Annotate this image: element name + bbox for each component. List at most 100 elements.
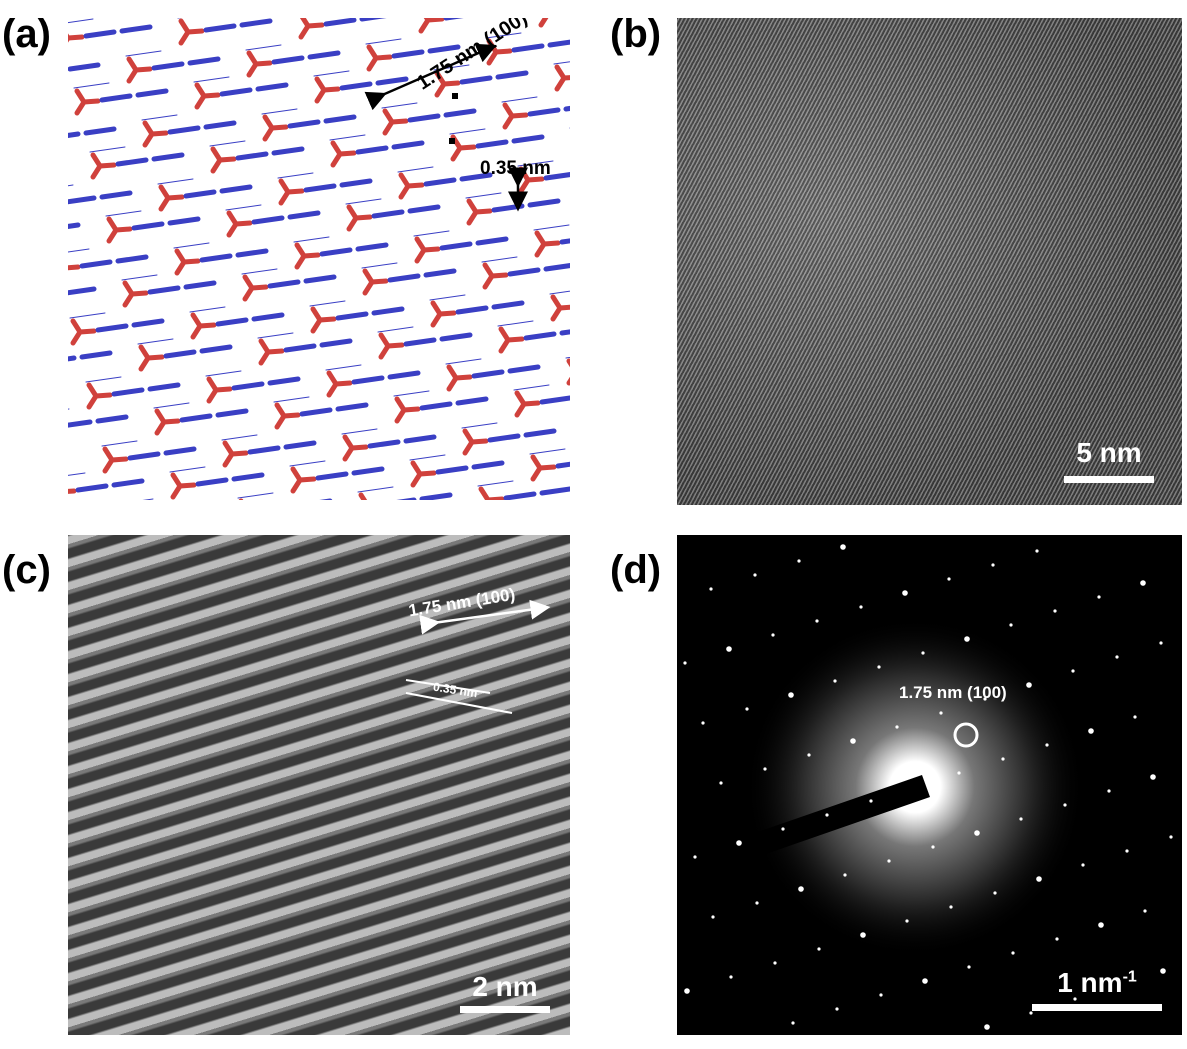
- linker: [135, 88, 169, 98]
- diffraction-spot: [1107, 789, 1111, 793]
- linker: [83, 29, 117, 39]
- linker: [199, 344, 233, 354]
- node: [70, 329, 83, 346]
- linker: [351, 375, 385, 385]
- node: [86, 393, 99, 410]
- linker: [79, 350, 113, 360]
- linker: [68, 355, 77, 362]
- linker: [95, 414, 129, 424]
- beam-stopper: [677, 775, 930, 885]
- linker: [95, 323, 129, 333]
- linker: [507, 364, 541, 374]
- linker-bond: [89, 146, 126, 153]
- linker-bond: [68, 18, 94, 24]
- linker: [167, 216, 201, 226]
- node: [530, 465, 543, 482]
- linker: [543, 263, 570, 272]
- linker-bond: [313, 70, 350, 77]
- node: [482, 273, 495, 290]
- linker: [359, 18, 387, 22]
- linker: [299, 407, 333, 417]
- diffraction-spot: [693, 855, 697, 859]
- scale-bar: [1032, 1004, 1162, 1011]
- linker: [163, 446, 197, 456]
- period-arrow: [364, 43, 497, 111]
- linker: [247, 445, 281, 455]
- linker-bond: [141, 114, 178, 121]
- node: [330, 151, 343, 168]
- linker: [323, 18, 357, 27]
- diffraction-spot: [921, 651, 925, 655]
- linker: [335, 311, 369, 321]
- diffraction-spot: [850, 738, 856, 744]
- linker-bond: [237, 492, 274, 499]
- diffraction-spot: [781, 827, 785, 831]
- linker: [303, 274, 337, 284]
- linker-bond: [189, 306, 226, 313]
- diffraction-spot: [1088, 728, 1094, 734]
- linker-bond: [377, 326, 414, 333]
- linker: [355, 145, 389, 155]
- linker: [503, 491, 537, 500]
- diffraction-spot: [879, 993, 883, 997]
- diffraction-spot: [840, 544, 846, 550]
- linker-bond: [549, 290, 570, 295]
- diffraction-spot: [1125, 849, 1129, 853]
- linker: [527, 198, 561, 208]
- node: [502, 113, 515, 130]
- linker-bond: [397, 166, 434, 173]
- diffraction-spot: [1117, 983, 1121, 987]
- linker: [163, 349, 197, 359]
- linker: [231, 381, 265, 391]
- node: [126, 67, 139, 84]
- linker-bond: [101, 440, 138, 447]
- panel-a-label: (a): [2, 12, 51, 56]
- diffraction-spot: [1140, 580, 1146, 586]
- linker: [179, 413, 213, 423]
- diffraction-spot: [887, 859, 891, 863]
- diffraction-spot: [1143, 909, 1147, 913]
- linker: [371, 209, 405, 219]
- diffraction-spot: [736, 840, 742, 846]
- node: [262, 125, 275, 142]
- linker: [235, 151, 269, 161]
- diffraction-spot: [798, 886, 804, 892]
- linker-bond: [445, 358, 482, 365]
- linker: [319, 338, 353, 348]
- linker: [303, 183, 337, 193]
- linker: [523, 428, 557, 438]
- linker: [187, 56, 221, 66]
- linker: [419, 492, 453, 500]
- node: [154, 419, 167, 436]
- node: [418, 18, 431, 34]
- diffraction-spot: [1133, 715, 1137, 719]
- diffraction-spot: [788, 692, 794, 698]
- node: [398, 183, 411, 200]
- node: [446, 375, 459, 392]
- diffraction-spot: [807, 753, 811, 757]
- structure-model-panel: 1.75 nm (100) 0.35 nm: [68, 18, 570, 500]
- linker-bond: [209, 140, 246, 147]
- linker: [68, 286, 97, 296]
- linker: [119, 24, 153, 34]
- diffraction-spot: [797, 559, 801, 563]
- linker: [147, 382, 181, 392]
- diffraction-spot: [869, 799, 873, 803]
- linker: [151, 61, 185, 71]
- stack-line-top: [405, 679, 491, 694]
- diffraction-spot: [771, 633, 775, 637]
- linker: [68, 62, 101, 72]
- diffraction-spot: [895, 725, 899, 729]
- linker: [111, 387, 145, 397]
- linker: [527, 107, 561, 117]
- node: [378, 343, 391, 360]
- linker: [131, 318, 165, 328]
- linker-bond: [553, 61, 570, 65]
- node: [534, 241, 547, 258]
- linker: [147, 285, 181, 295]
- diffraction-spot: [877, 665, 881, 669]
- spot-annotation: 1.75 nm (100): [899, 683, 1007, 702]
- linker-bond: [357, 486, 394, 493]
- diffraction-spot: [745, 707, 749, 711]
- linker-bond: [221, 434, 258, 441]
